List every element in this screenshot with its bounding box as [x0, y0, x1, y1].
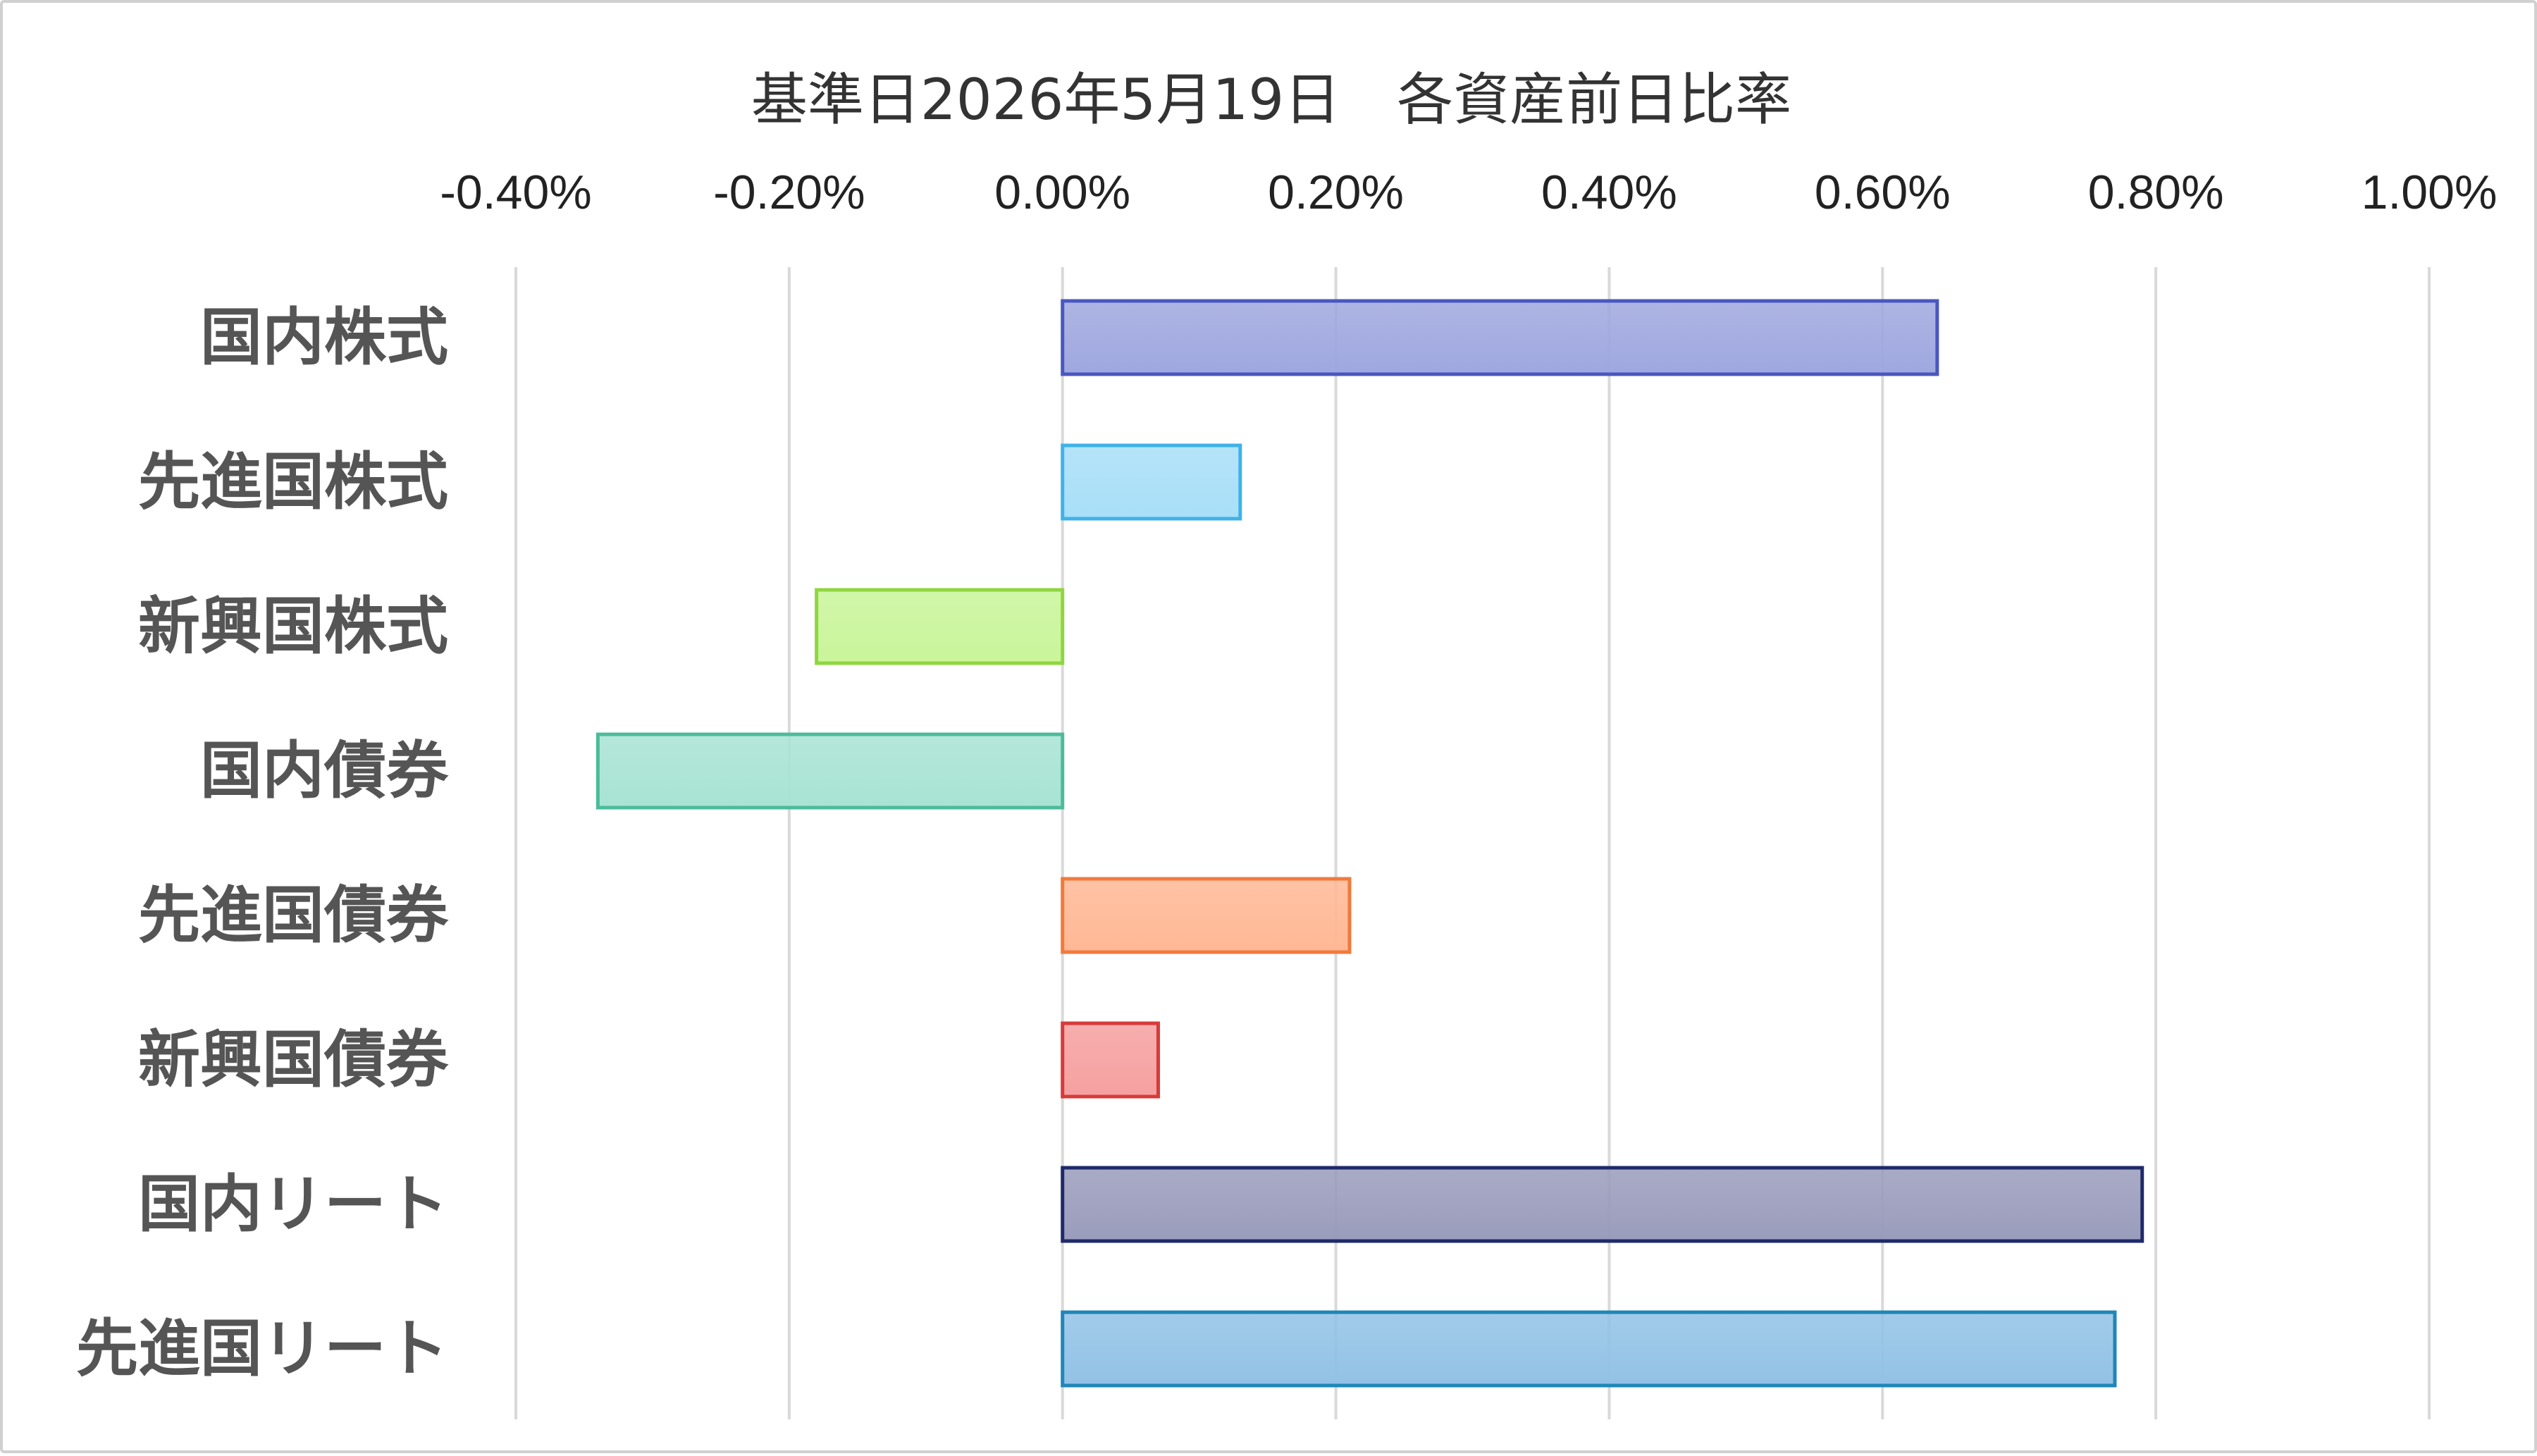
category-label: 国内債券	[200, 734, 449, 807]
bar	[1061, 1310, 2117, 1388]
category-label: 先進国株式	[138, 445, 448, 518]
x-tick-label: 0.60%	[1815, 166, 1951, 219]
x-tick-label: -0.40%	[440, 166, 591, 219]
x-tick-label: 0.40%	[1541, 166, 1677, 219]
bar	[1061, 1021, 1160, 1099]
x-tick-label: 1.00%	[2362, 166, 2498, 219]
category-label: 国内リート	[138, 1168, 448, 1240]
x-tick-label: 0.00%	[994, 166, 1130, 219]
gridlines	[514, 267, 2431, 1419]
bar	[1061, 877, 1352, 954]
x-tick-labels: -0.40% -0.20% 0.00% 0.20% 0.40% 0.60% 0.80% 1.0…	[440, 166, 2497, 219]
bar	[1061, 1166, 2144, 1243]
x-tick-label: 0.80%	[2088, 166, 2224, 219]
category-label: 先進国債券	[138, 879, 449, 951]
bars	[595, 299, 2144, 1388]
category-label: 新興国株式	[138, 590, 448, 662]
bar	[1061, 299, 1939, 376]
x-tick-label: 0.20%	[1268, 166, 1404, 219]
category-label: 新興国債券	[138, 1023, 449, 1096]
bar	[1061, 443, 1242, 521]
chart-title: 基準日2026年5月19日 各資産前日比率	[751, 67, 1791, 132]
bar-chart: -0.40% -0.20% 0.00% 0.20% 0.40% 0.60% 0.80% 1.0…	[76, 67, 2497, 1419]
bar	[815, 588, 1065, 665]
x-tick-label: -0.20%	[713, 166, 865, 219]
category-label: 先進国リート	[76, 1312, 448, 1385]
category-label: 国内株式	[200, 301, 448, 374]
bar	[595, 732, 1065, 810]
